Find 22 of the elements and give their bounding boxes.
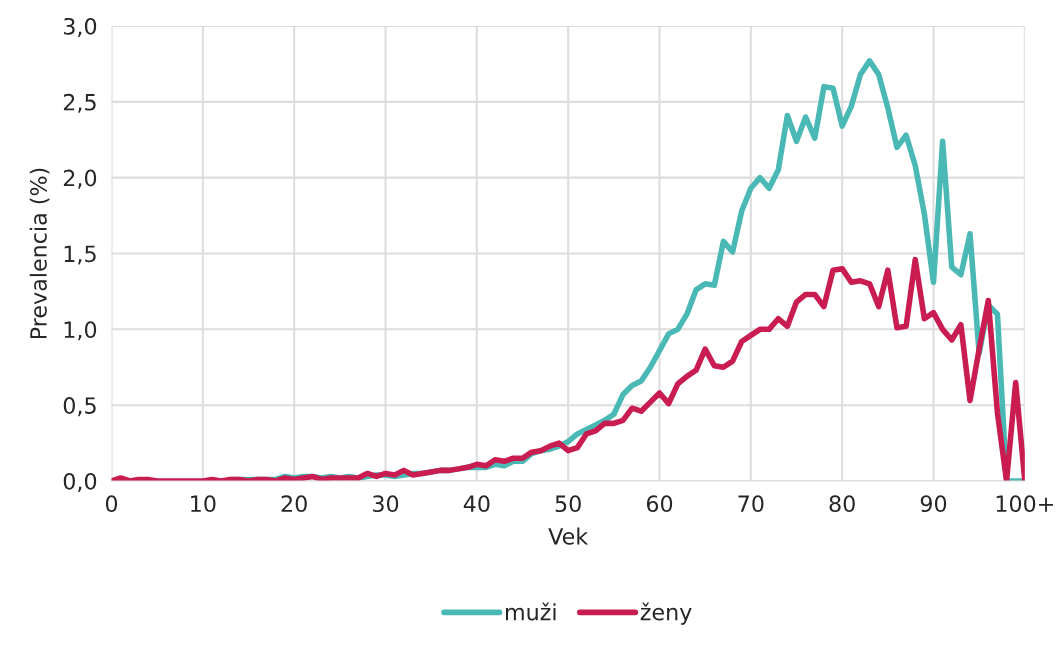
y-tick-label: 0,5 xyxy=(63,397,96,417)
y-tick-label: 0,0 xyxy=(63,472,97,493)
legend-label: ženy xyxy=(640,602,692,625)
y-tick-label: 2,0 xyxy=(63,169,97,189)
x-tick-label: 100+ xyxy=(996,495,1053,513)
x-tick-label: 10 xyxy=(191,495,216,513)
y-axis-title: Prevalencia (%) xyxy=(29,168,50,339)
x-tick-label: 80 xyxy=(829,495,855,513)
y-tick-label: 2,5 xyxy=(63,93,96,113)
x-tick-label: 30 xyxy=(373,495,399,513)
y-tick-label: 1,0 xyxy=(64,321,97,341)
y-tick-label: 1,5 xyxy=(64,245,96,265)
y-tick-label: 3,0 xyxy=(63,17,97,38)
x-tick-label: 20 xyxy=(281,495,307,513)
x-tick-label: 70 xyxy=(738,495,764,513)
legend-label: muži xyxy=(506,602,556,621)
x-tick-label: 40 xyxy=(463,495,490,513)
x-tick-label: 50 xyxy=(555,495,581,513)
x-tick-label: 0 xyxy=(105,495,118,513)
x-tick-label: 90 xyxy=(920,495,947,513)
x-tick-label: 60 xyxy=(646,495,673,513)
x-axis-title: Vek xyxy=(548,527,589,545)
